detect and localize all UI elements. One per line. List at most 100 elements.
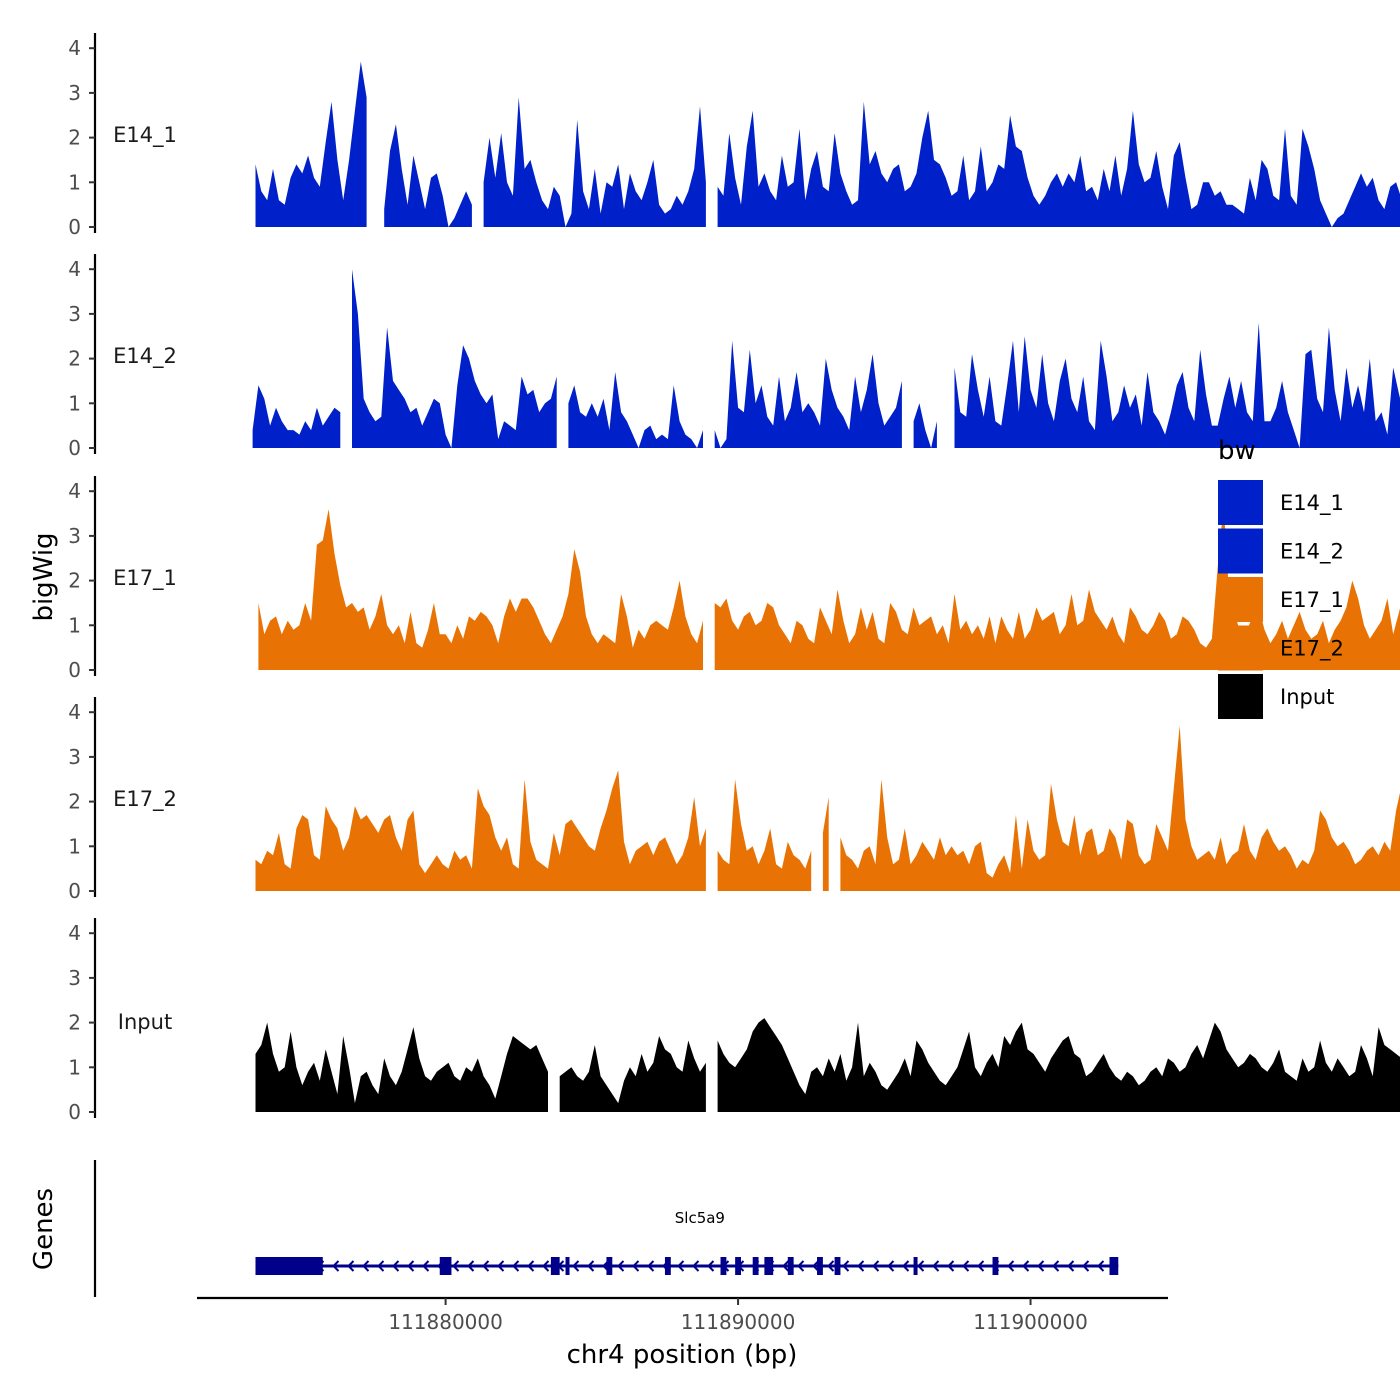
strand-arrow [812,1260,820,1272]
signal-area [568,372,703,448]
strand-arrow [1052,1260,1060,1272]
exon [550,1257,560,1275]
strand-arrow [542,1260,550,1272]
strand-arrow [692,1260,700,1272]
strand-arrow [512,1260,520,1272]
signal-area [717,1018,1400,1112]
x-axis-title: chr4 position (bp) [567,1340,798,1370]
strand-arrow [527,1260,535,1272]
exon [720,1257,727,1275]
exon [1109,1257,1119,1275]
strand-arrow [467,1260,475,1272]
track-label: E17_2 [113,787,177,812]
strand-arrow [1067,1260,1075,1272]
track-input: 0 1 2 3 4 Input [68,918,1400,1124]
signal-area [252,385,341,448]
strand-arrow [887,1260,895,1272]
exon [992,1257,999,1275]
signal-area [954,322,1400,448]
signal-area [255,770,706,891]
y-tick-label: 1 [68,834,81,858]
signal-area [717,101,1400,227]
y-tick-label: 3 [68,524,81,548]
exon [817,1257,823,1275]
track-label: E14_2 [113,344,177,369]
strand-arrow [827,1260,835,1272]
y-tick-label: 2 [68,347,81,371]
strand-arrow [947,1260,955,1272]
strand-arrow [362,1260,370,1272]
track-label: E17_1 [113,566,177,591]
y-tick-label: 1 [68,1055,81,1079]
signal-area [483,97,706,228]
y-tick-label: 4 [68,700,81,724]
legend-swatch [1218,528,1263,574]
x-tick-label: 111900000 [973,1310,1088,1334]
legend-label: E14_2 [1280,540,1344,565]
strand-arrow [1037,1260,1045,1272]
strand-arrow [917,1260,925,1272]
signal-area [255,61,367,227]
strand-arrow [647,1260,655,1272]
y-tick-label: 1 [68,170,81,194]
y-tick-label: 3 [68,302,81,326]
legend-title: bw [1218,436,1256,466]
exon [255,1257,323,1275]
legend: bw E14_1 E14_2 E17_1 E17_2 Input [1218,436,1344,719]
exon [834,1257,841,1275]
y-tick-label: 0 [68,215,81,239]
y-tick-label: 3 [68,745,81,769]
track-label: Input [118,1010,172,1034]
strand-arrow [707,1260,715,1272]
y-tick-label: 0 [68,658,81,682]
signal-area [559,1036,706,1112]
exon [787,1257,794,1275]
strand-arrow [422,1260,430,1272]
signal-area [717,779,812,891]
strand-arrow [482,1260,490,1272]
legend-swatch [1218,577,1263,622]
genes-axis-title: Genes [29,1188,59,1270]
strand-arrow [932,1260,940,1272]
strand-arrow [677,1260,685,1272]
gene-name-label: Slc5a9 [675,1209,725,1227]
exon [439,1257,452,1275]
exon [565,1257,570,1275]
y-tick-label: 0 [68,879,81,903]
y-tick-label: 3 [68,966,81,990]
strand-arrow [332,1260,340,1272]
track-e17-1: 0 1 2 3 4 E17_1 [68,476,1400,682]
strand-arrow [857,1260,865,1272]
strand-arrow [347,1260,355,1272]
y-tick-label: 0 [68,436,81,460]
strand-arrow [377,1260,385,1272]
y-axis-title: bigWig [29,532,59,621]
legend-label: Input [1280,685,1334,709]
y-tick-label: 2 [68,569,81,593]
y-tick-label: 2 [68,126,81,150]
track-e17-2: 0 1 2 3 4 E17_2 [68,697,1400,903]
y-tick-label: 1 [68,613,81,637]
signal-tracks: 0 1 2 3 4 E14_1 0 1 2 3 4 E14_2 0 1 2 3 4 E17_1 0 1 2 3 4 E17_2… [68,33,1400,1124]
track-e14-1: 0 1 2 3 4 E14_1 [68,33,1400,239]
strand-arrow [1082,1260,1090,1272]
signal-area [840,725,1400,891]
track-e14-2: 0 1 2 3 4 E14_2 [68,254,1400,460]
exon [913,1257,918,1275]
legend-label: E14_1 [1280,491,1344,516]
legend-swatch [1218,480,1263,525]
strand-arrow [1007,1260,1015,1272]
strand-arrow [497,1260,505,1272]
strand-arrow [407,1260,415,1272]
strand-arrow [392,1260,400,1272]
signal-area [714,340,902,448]
strand-arrow [632,1260,640,1272]
legend-label: E17_2 [1280,637,1344,662]
y-tick-label: 2 [68,790,81,814]
y-tick-label: 4 [68,257,81,281]
signal-area [255,1022,548,1112]
strand-arrow [872,1260,880,1272]
strand-arrow [572,1260,580,1272]
exon [606,1257,613,1275]
legend-swatch [1218,674,1263,719]
